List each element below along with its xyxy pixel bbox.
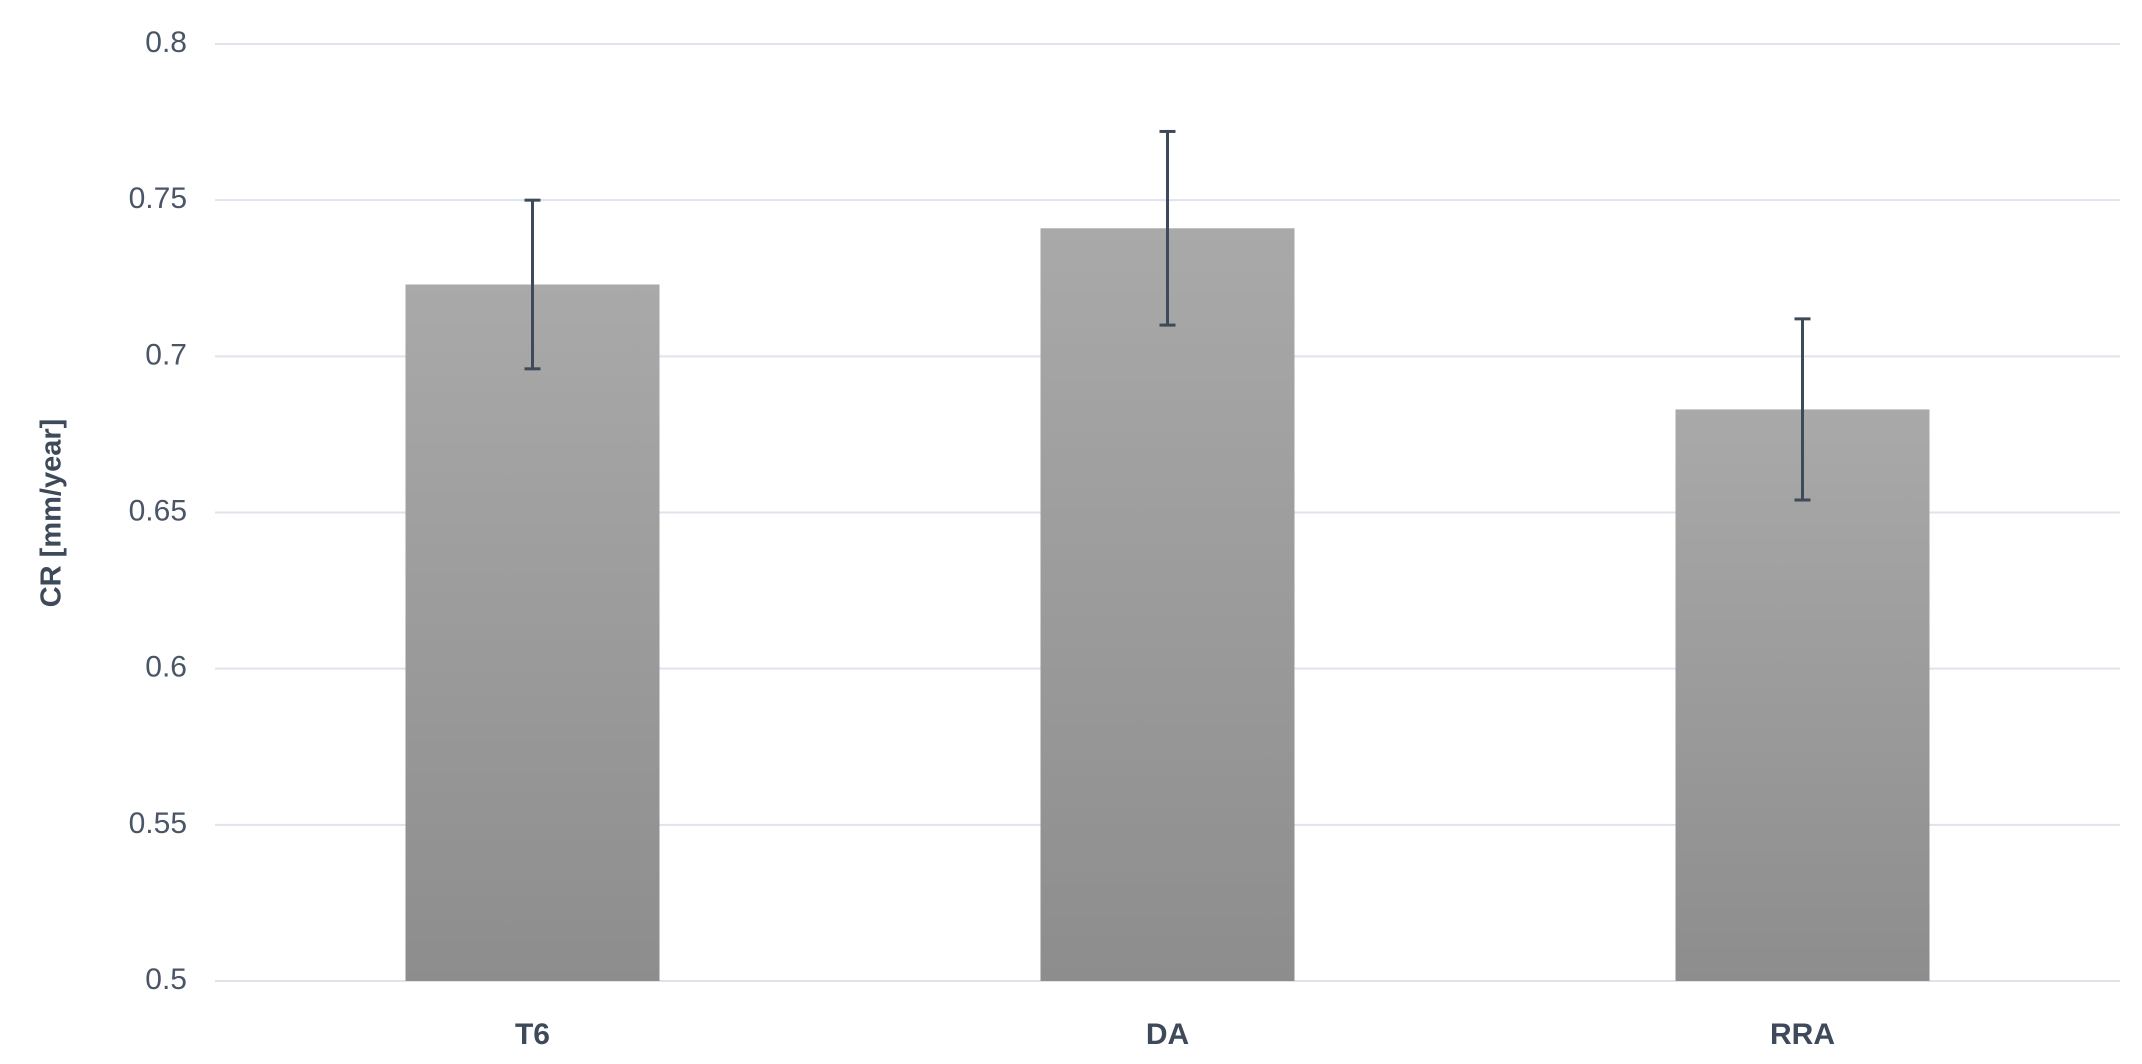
error-bar [1794, 317, 1811, 502]
error-bar [1159, 129, 1176, 327]
y-tick-label: 0.65 [129, 494, 187, 527]
y-tick-label: 0.7 [145, 338, 187, 371]
y-axis-label: CR [mm/year] [36, 419, 68, 608]
x-tick-label: T6 [515, 1018, 550, 1051]
x-tick-label: DA [1146, 1018, 1189, 1051]
bar [1040, 228, 1295, 981]
y-tick-label: 0.5 [145, 963, 187, 996]
y-tick-label: 0.8 [145, 26, 187, 59]
y-tick-label: 0.55 [129, 807, 187, 840]
error-bar [524, 198, 541, 371]
x-tick-label: RRA [1770, 1018, 1835, 1051]
y-tick-label: 0.6 [145, 651, 187, 684]
bar [405, 284, 660, 981]
y-tick-label: 0.75 [129, 182, 187, 215]
bar [1675, 409, 1930, 981]
